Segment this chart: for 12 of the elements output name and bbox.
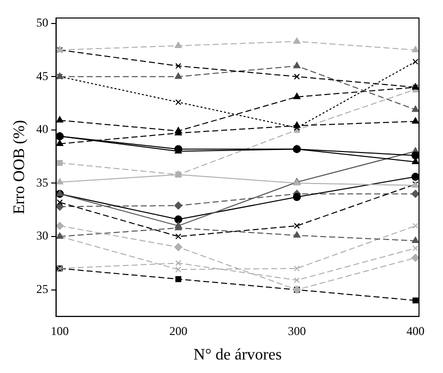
y-tick-label: 30	[36, 228, 48, 243]
x-tick-label: 100	[50, 324, 69, 338]
x-tick-label: 200	[169, 324, 188, 338]
x-tick-label: 400	[406, 324, 424, 338]
y-tick-label: 25	[36, 282, 48, 296]
x-axis-title: N° de árvores	[194, 346, 282, 364]
y-tick-label: 45	[36, 68, 48, 83]
x-tick-label: 300	[288, 324, 306, 338]
y-tick-label: 50	[36, 15, 48, 30]
y-tick-label: 40	[36, 122, 48, 136]
y-tick-label: 35	[36, 175, 48, 190]
y-axis-title: Erro OOB (%)	[10, 120, 28, 214]
